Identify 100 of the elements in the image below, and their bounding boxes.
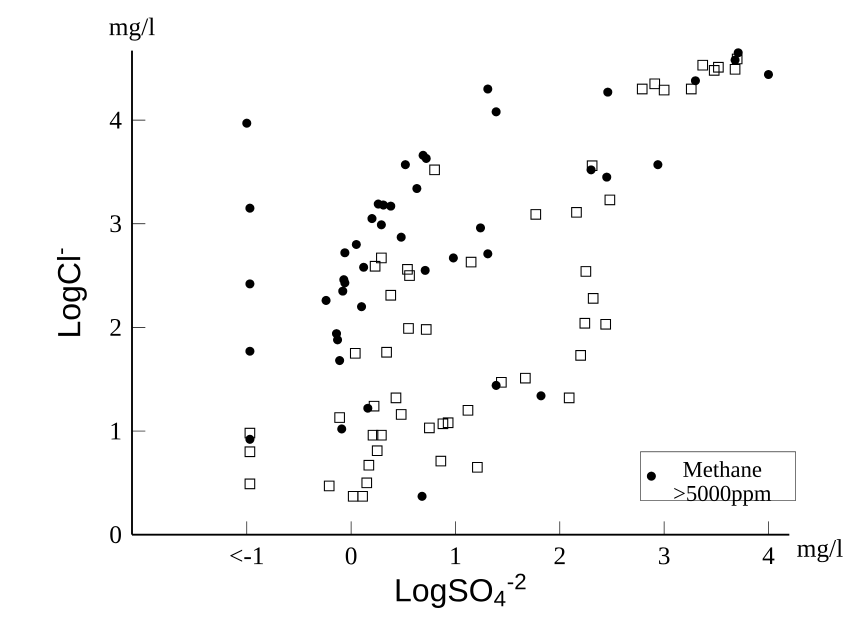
- point: [418, 492, 427, 501]
- point: [350, 348, 361, 359]
- point: [381, 346, 392, 358]
- point: [367, 214, 377, 224]
- point: [492, 107, 501, 116]
- y-axis-title: LogCl$^{-}$: [56, 248, 87, 336]
- y-tick-label: 2: [110, 319, 121, 336]
- x-tick-label: 1: [451, 547, 460, 564]
- point: [483, 249, 492, 258]
- point: [530, 209, 542, 220]
- point: [429, 164, 440, 176]
- point: [334, 412, 345, 423]
- point: [364, 460, 374, 471]
- point: [340, 248, 350, 258]
- point: [424, 422, 435, 434]
- text: mg/l: [109, 18, 155, 41]
- point: [690, 76, 700, 86]
- point: [496, 376, 507, 388]
- y-tick-label: 3: [110, 215, 121, 232]
- point: [245, 346, 254, 356]
- point: [436, 456, 446, 466]
- point: [520, 372, 531, 384]
- point: [462, 404, 474, 416]
- point: [575, 350, 586, 361]
- point: [385, 290, 396, 301]
- x-tick-label: 0: [346, 547, 356, 564]
- point: [732, 54, 742, 64]
- point: [604, 194, 616, 206]
- point: [602, 172, 612, 182]
- legend-label: Methane >5000ppm: [674, 461, 772, 506]
- x-axis-title: LogSO$_{4}$-2: [396, 574, 526, 608]
- point: [713, 62, 724, 73]
- point: [357, 490, 368, 502]
- point: [580, 266, 592, 277]
- point: [376, 252, 387, 264]
- x-tick-label: 2: [554, 547, 565, 564]
- point: [536, 391, 546, 400]
- point: [697, 60, 708, 71]
- point: [448, 253, 458, 262]
- point: [400, 160, 410, 170]
- point: [244, 446, 256, 458]
- point: [420, 266, 430, 275]
- x-tick-label: 4: [762, 547, 774, 564]
- point: [412, 184, 422, 194]
- point: [386, 202, 396, 211]
- point: [245, 279, 254, 288]
- point: [368, 400, 380, 412]
- x-tick-label: <-1: [230, 547, 263, 564]
- point: [579, 318, 590, 329]
- point: [333, 335, 342, 344]
- point: [368, 430, 378, 441]
- point: [708, 65, 720, 76]
- point: [442, 417, 454, 428]
- point: [372, 445, 383, 456]
- point: [420, 324, 432, 335]
- point: [588, 293, 599, 304]
- point: [390, 392, 402, 404]
- point: [764, 70, 774, 80]
- point: [242, 118, 252, 128]
- point: [422, 154, 431, 163]
- point: [357, 302, 366, 312]
- point: [376, 430, 387, 441]
- point: [730, 64, 740, 75]
- point: [376, 220, 386, 230]
- point: [352, 240, 361, 250]
- x-tick-label: 3: [659, 547, 670, 564]
- point: [472, 462, 483, 473]
- point: [337, 424, 346, 434]
- point: [335, 356, 344, 366]
- point: [244, 428, 256, 438]
- point: [564, 392, 575, 404]
- y-tick-label: 1: [112, 422, 120, 440]
- point: [396, 232, 406, 242]
- point: [245, 204, 254, 213]
- point: [438, 418, 448, 430]
- point: [338, 286, 348, 296]
- point: [324, 480, 335, 492]
- text: mg/l: [797, 539, 843, 562]
- y-tick-label: 0: [110, 526, 121, 544]
- point: [658, 84, 670, 96]
- point: [600, 318, 612, 330]
- point: [636, 84, 648, 94]
- point: [322, 296, 331, 305]
- point: [466, 256, 476, 268]
- point: [686, 84, 697, 94]
- point: [586, 160, 598, 172]
- point: [483, 84, 492, 94]
- point: [476, 223, 486, 232]
- point: [649, 78, 660, 90]
- point: [404, 270, 415, 281]
- point: [653, 160, 662, 170]
- point: [370, 260, 380, 272]
- point: [348, 490, 359, 502]
- point: [403, 323, 414, 334]
- point: [396, 409, 407, 420]
- y-tick-label: 4: [110, 112, 122, 128]
- point: [361, 478, 372, 488]
- point: [244, 478, 256, 490]
- point: [402, 264, 413, 275]
- point: [571, 207, 582, 218]
